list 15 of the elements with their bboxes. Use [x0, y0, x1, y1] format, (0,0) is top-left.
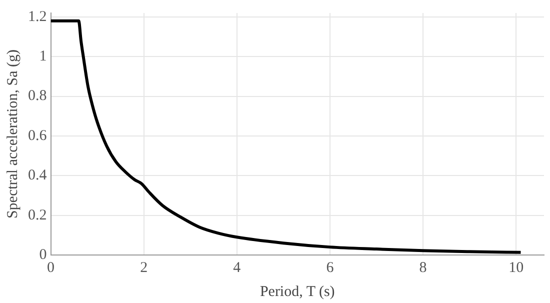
x-tick-label: 4 [233, 260, 242, 276]
x-axis-title: Period, T (s) [260, 284, 335, 300]
y-tick-label: 0.4 [28, 168, 48, 184]
y-axis-title: Spectral acceleration, Sa (g) [4, 49, 21, 219]
y-tick-label: 0 [39, 246, 47, 263]
y-tick-label: 0.6 [28, 128, 48, 144]
x-tick-label: 10 [508, 260, 524, 276]
line-series [50, 19, 522, 254]
x-tick-label: 8 [419, 260, 427, 276]
y-tick-label: 1 [39, 48, 47, 65]
x-tick-label: 6 [326, 260, 334, 276]
y-tick-label: 1.2 [28, 8, 47, 25]
y-tick-label: 0.2 [28, 207, 47, 224]
y-tick-label: 0.8 [28, 88, 47, 104]
x-tick-label: 2 [140, 260, 148, 276]
